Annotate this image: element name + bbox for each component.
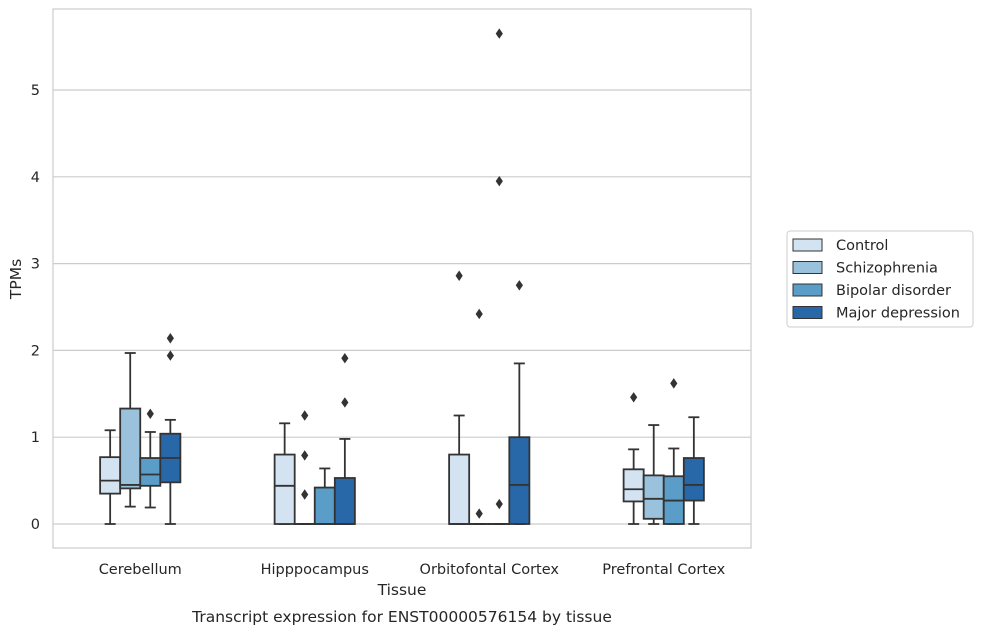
box-body (313, 486, 336, 525)
plot-frame (52, 8, 752, 549)
y-tick-labels: 0 1 2 3 4 5 (31, 83, 40, 533)
outlier-point (670, 378, 678, 389)
x-tick-label: Cerebellum (99, 562, 182, 578)
box-body (333, 477, 356, 525)
box-body (622, 468, 645, 503)
box-1-0 (273, 422, 296, 525)
x-axis-label: Tissue (377, 581, 427, 599)
y-tick-label: 4 (31, 170, 40, 186)
box-1-2 (313, 467, 336, 525)
legend-swatch (792, 283, 823, 297)
outlier-point (495, 28, 503, 39)
outlier-point (515, 280, 523, 291)
legend-swatch (792, 306, 823, 319)
y-tick-label: 3 (31, 257, 40, 273)
outlier-point (495, 498, 503, 510)
outlier-point (341, 353, 349, 364)
plot-boxes (99, 28, 705, 525)
box-0-1 (119, 352, 142, 508)
legend-label: Bipolar disorder (836, 283, 951, 299)
legend-label: Major depression (836, 306, 960, 322)
y-tick-label: 2 (31, 343, 40, 359)
box-3-1 (642, 424, 665, 525)
x-tick-label: Orbitofontal Cortex (420, 562, 560, 578)
outlier-point (166, 333, 174, 344)
box-body (642, 474, 665, 520)
box-2-1 (468, 308, 491, 525)
outlier-point (455, 270, 463, 281)
outlier-point (166, 350, 174, 361)
box-1-3 (333, 353, 356, 525)
y-tick-label: 0 (31, 517, 40, 533)
y-axis-label: TPMs (7, 259, 25, 300)
outlier-point (301, 489, 309, 500)
box-body (508, 436, 531, 525)
outlier-point (341, 397, 349, 408)
outlier-point (301, 450, 309, 461)
chart-title: Transcript expression for ENST0000057615… (191, 608, 612, 626)
box-body (682, 457, 705, 502)
legend-label: Schizophrenia (836, 261, 938, 277)
outlier-point (301, 410, 309, 421)
y-tick-label: 1 (31, 430, 40, 446)
box-2-3 (508, 280, 531, 525)
box-body (273, 453, 296, 525)
box-2-2 (488, 28, 511, 525)
outlier-point (630, 392, 638, 403)
box-0-2 (139, 408, 162, 509)
x-tick-labels: Cerebellum Hipppocampus Orbitofontal Corte… (99, 562, 726, 578)
legend-swatch (792, 238, 823, 252)
y-tick-label: 5 (31, 83, 40, 99)
outlier-point (146, 408, 154, 419)
box-3-3 (682, 416, 705, 525)
box-2-0 (448, 270, 471, 525)
box-3-0 (622, 392, 645, 525)
box-body (448, 453, 471, 525)
outlier-point (495, 175, 503, 187)
box-0-0 (99, 429, 122, 525)
legend-frame (786, 230, 974, 328)
box-body (139, 457, 162, 487)
box-body (99, 456, 122, 495)
outlier-point (475, 508, 483, 519)
box-3-2 (662, 378, 685, 525)
box-body (119, 407, 142, 490)
x-tick-label: Prefrontal Cortex (602, 562, 725, 578)
legend: Control Schizophrenia Bipolar disorder Majo… (786, 230, 974, 328)
legend-swatch (792, 261, 823, 274)
box-1-1 (293, 410, 316, 525)
x-tick-label: Hipppocampus (261, 562, 369, 578)
box-0-3 (159, 333, 182, 525)
outlier-point (475, 308, 483, 320)
legend-label: Control (836, 238, 888, 254)
